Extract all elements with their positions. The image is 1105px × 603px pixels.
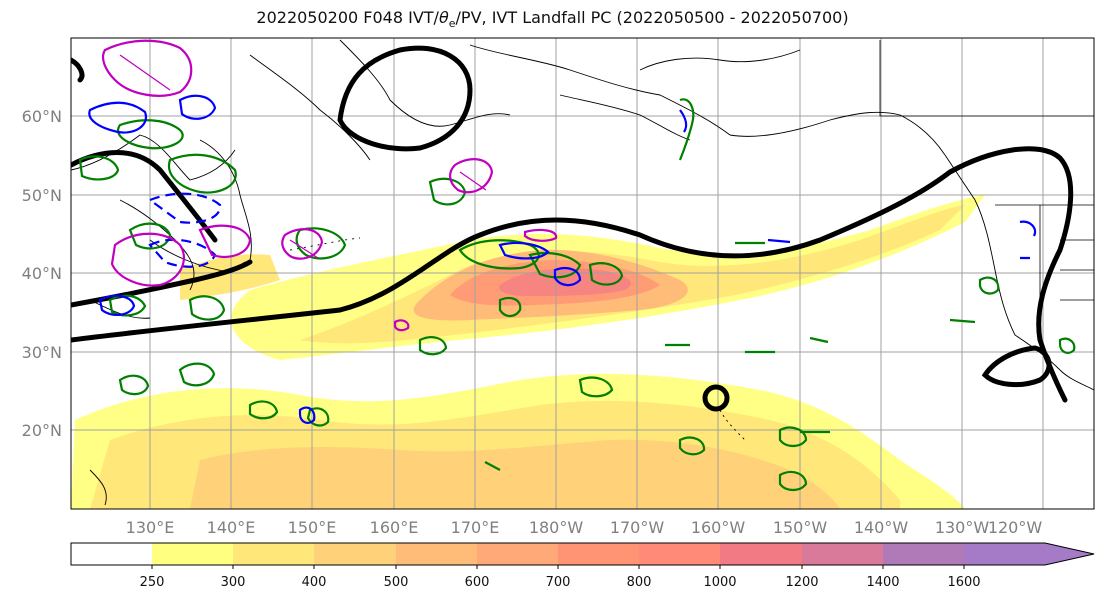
ivt-west-band <box>180 254 280 300</box>
colorbar-tick-label: 700 <box>546 575 571 590</box>
colorbar-tick-label: 1400 <box>866 575 899 590</box>
colorbar-tick-label: 1200 <box>785 575 818 590</box>
lon-label: 140°W <box>854 518 909 537</box>
colorbar: 250 300 400 500 600 700 800 1000 1200 14… <box>70 542 1095 590</box>
lat-label: 30°N <box>22 343 62 362</box>
pv-contours <box>101 39 558 332</box>
theta-e-contours <box>88 94 1037 424</box>
lon-label: 140°E <box>207 518 256 537</box>
lon-label: 180°W <box>529 518 584 537</box>
colorbar-tick-label: 250 <box>140 575 165 590</box>
graticule <box>71 38 1094 509</box>
map-frame <box>70 37 1095 510</box>
longitude-labels: 130°E 140°E 150°E 160°E 170°E 180°W 170°… <box>126 518 1043 537</box>
lon-label: 160°W <box>691 518 746 537</box>
lon-label: 120°W <box>988 518 1043 537</box>
lat-label: 50°N <box>22 186 62 205</box>
ivt-south-band-400 <box>190 439 840 509</box>
lon-label: 160°E <box>370 518 419 537</box>
colorbar-tick-label: 500 <box>384 575 409 590</box>
colorbar-tick-label: 600 <box>465 575 490 590</box>
colorbar-tick-label: 800 <box>627 575 652 590</box>
colorbar-tick-label: 1000 <box>703 575 736 590</box>
lat-label: 40°N <box>22 264 62 283</box>
lat-label: 60°N <box>22 107 62 126</box>
lon-label: 130°W <box>935 518 990 537</box>
map-title: 2022050200 F048 IVT/θe/PV, IVT Landfall … <box>256 8 849 31</box>
colorbar-outline <box>70 542 1095 566</box>
colorbar-tick-label: 1600 <box>947 575 980 590</box>
ivt-shading <box>71 195 986 509</box>
latitude-labels: 60°N 50°N 40°N 30°N 20°N <box>22 107 62 440</box>
ivt-band-1000 <box>499 268 631 296</box>
lon-label: 170°W <box>610 518 665 537</box>
lon-label: 170°E <box>451 518 500 537</box>
colorbar-tick-label: 300 <box>221 575 246 590</box>
lat-label: 20°N <box>22 421 62 440</box>
colorbar-tick-label: 400 <box>302 575 327 590</box>
lon-label: 150°W <box>773 518 828 537</box>
lon-label: 150°E <box>288 518 337 537</box>
lon-label: 130°E <box>126 518 175 537</box>
